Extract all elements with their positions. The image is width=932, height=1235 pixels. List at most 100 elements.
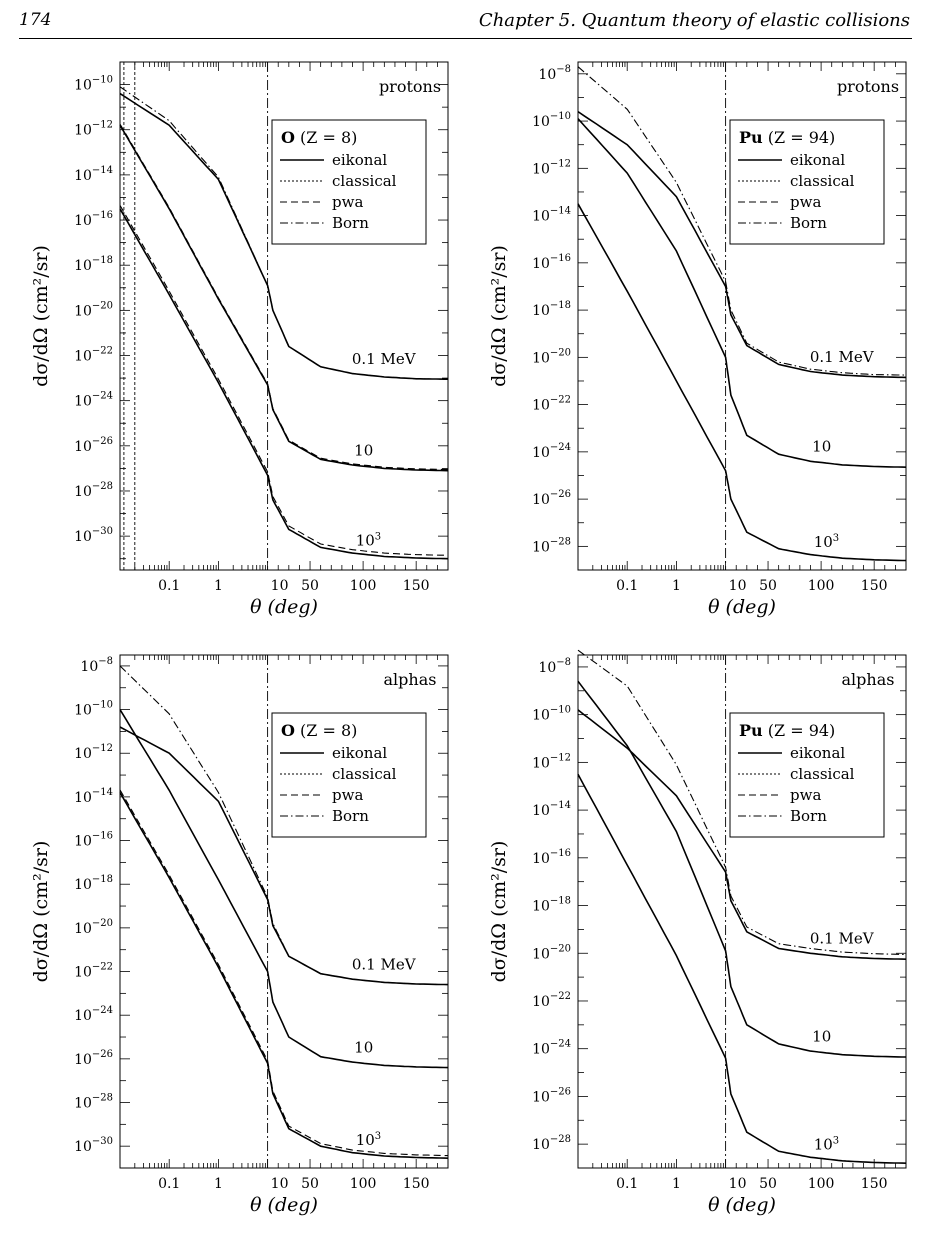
curve-eikonal [119, 726, 449, 986]
chart-panel-1: 0.1 1 10 50 100 150 θ (deg) 10−10 10−12 10−14 10−1… [30, 61, 449, 618]
energy-label: 103 [814, 1136, 839, 1154]
y-tick-label: 10−28 [532, 1134, 571, 1153]
plot-frame [119, 61, 449, 571]
y-axis-label: dσ/dΩ (cm²/sr) [30, 841, 52, 983]
y-tick-label: 10−18 [532, 896, 571, 915]
x-axis-label: θ (deg) [708, 596, 776, 618]
chart-panel-3: 0.1 1 10 50 100 150 θ (deg) 10−8 10−10 10−12 10−14… [30, 654, 449, 1216]
y-tick-label: 10−22 [74, 346, 113, 365]
x-tick-label: 10 [271, 1176, 289, 1192]
y-tick-label: 10−14 [532, 800, 571, 819]
legend-label-born: Born [332, 214, 369, 232]
energy-label: 103 [356, 1131, 381, 1149]
curve-eikonal [577, 118, 907, 468]
x-tick-label: 150 [861, 578, 888, 594]
y-tick-label: 10−12 [74, 120, 113, 139]
y-tick-label: 10−12 [532, 158, 571, 177]
legend-label-born: Born [790, 807, 827, 825]
energy-label: 0.1 MeV [352, 350, 417, 368]
curve-eikonal [577, 773, 907, 1164]
legend-label-born: Born [790, 214, 827, 232]
x-tick-label: 10 [271, 578, 289, 594]
y-tick-label: 10−24 [532, 1039, 571, 1058]
legend-label-born: Born [332, 807, 369, 825]
curve-eikonal [119, 208, 449, 560]
y-tick-label: 10−24 [74, 391, 113, 410]
legend-label-eikonal: eikonal [790, 744, 845, 762]
energy-label: 10 [812, 438, 831, 456]
legend-label-pwa: pwa [790, 193, 821, 211]
y-tick-label: 10−22 [532, 395, 571, 414]
legend-label-pwa: pwa [332, 786, 363, 804]
header-rule [19, 38, 912, 39]
chart-panel-4: 0.1 1 10 50 100 150 θ (deg) 10−8 10−10 10−12 10−14… [488, 649, 907, 1216]
y-tick-label: 10−16 [532, 848, 571, 867]
x-tick-label: 150 [403, 1176, 430, 1192]
x-tick-label: 100 [350, 578, 377, 594]
y-tick-label: 10−20 [74, 918, 113, 937]
y-axis-label: dσ/dΩ (cm²/sr) [488, 841, 510, 983]
x-tick-label: 150 [403, 578, 430, 594]
plot-frame [577, 654, 907, 1169]
x-tick-label: 50 [759, 1176, 777, 1192]
x-axis-label: θ (deg) [250, 596, 318, 618]
x-tick-label: 0.1 [616, 1176, 638, 1192]
curve-eikonal [119, 92, 448, 380]
curve-eikonal [577, 110, 907, 379]
legend-label-eikonal: eikonal [332, 744, 387, 762]
legend-label-classical: classical [790, 172, 855, 190]
curve-eikonal [119, 709, 449, 1069]
curve-born [119, 86, 448, 380]
curve-pwa [119, 789, 449, 1157]
legend-title: Pu (Z = 94) [739, 721, 835, 740]
y-tick-label: 10−20 [532, 943, 571, 962]
legend-label-classical: classical [790, 765, 855, 783]
curve-pwa [119, 205, 449, 556]
y-tick-label: 10−8 [538, 657, 571, 676]
y-tick-label: 10−28 [74, 1093, 113, 1112]
x-tick-label: 1 [214, 1176, 223, 1192]
legend-label-eikonal: eikonal [332, 151, 387, 169]
legend-label-pwa: pwa [332, 193, 363, 211]
x-axis-label: θ (deg) [250, 1194, 318, 1216]
x-tick-label: 100 [808, 1176, 835, 1192]
x-tick-label: 100 [350, 1176, 377, 1192]
y-tick-label: 10−22 [532, 991, 571, 1010]
y-tick-label: 10−14 [532, 206, 571, 225]
projectile-label: alphas [842, 670, 895, 689]
y-tick-label: 10−18 [532, 300, 571, 319]
energy-label: 10 [354, 441, 373, 459]
energy-label: 0.1 MeV [352, 955, 417, 973]
legend-title: Pu (Z = 94) [739, 128, 835, 147]
y-tick-label: 10−12 [74, 743, 113, 762]
curve-born [577, 66, 907, 376]
y-tick-label: 10−26 [532, 489, 571, 508]
y-tick-label: 10−8 [538, 64, 571, 83]
y-tick-label: 10−20 [74, 300, 113, 319]
curve-eikonal [119, 792, 449, 1159]
y-tick-label: 10−18 [74, 874, 113, 893]
y-tick-label: 10−24 [532, 442, 571, 461]
x-tick-label: 0.1 [616, 578, 638, 594]
x-tick-label: 50 [301, 578, 319, 594]
curve-eikonal [577, 709, 907, 960]
chart-panel-2: 0.1 1 10 50 100 150 θ (deg) 10−8 10−10 10−12 10−14… [488, 61, 907, 618]
y-tick-label: 10−24 [74, 1005, 113, 1024]
x-tick-label: 0.1 [158, 578, 180, 594]
y-axis-label: dσ/dΩ (cm²/sr) [488, 245, 510, 387]
y-tick-label: 10−10 [532, 111, 571, 130]
curve-eikonal [119, 124, 449, 472]
curve-born [577, 649, 906, 955]
curve-eikonal [577, 203, 906, 562]
y-tick-label: 10−14 [74, 165, 113, 184]
y-tick-label: 10−26 [74, 436, 113, 455]
y-tick-label: 10−10 [74, 75, 113, 94]
energy-label: 10 [812, 1027, 831, 1045]
y-tick-label: 10−10 [532, 705, 571, 724]
x-tick-label: 100 [808, 578, 835, 594]
x-tick-label: 0.1 [158, 1176, 180, 1192]
x-tick-label: 1 [672, 1176, 681, 1192]
y-tick-label: 10−28 [74, 481, 113, 500]
plot-frame [119, 654, 449, 1169]
